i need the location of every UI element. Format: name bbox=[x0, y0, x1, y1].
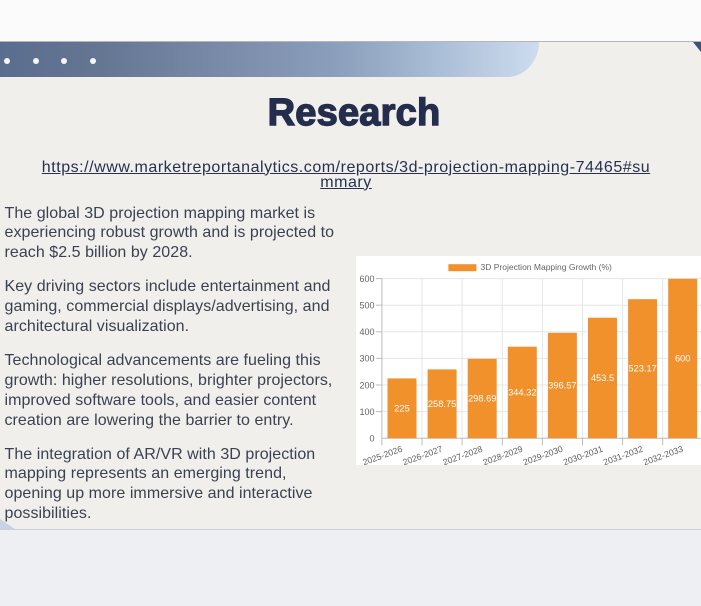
svg-text:2025-2026: 2025-2026 bbox=[361, 443, 404, 465]
svg-text:200: 200 bbox=[359, 380, 374, 390]
svg-text:300: 300 bbox=[359, 353, 374, 363]
svg-text:3D Projection Mapping Growth (: 3D Projection Mapping Growth (%) bbox=[480, 262, 612, 272]
svg-text:2028-2029: 2028-2029 bbox=[481, 443, 524, 465]
svg-text:0: 0 bbox=[369, 433, 374, 443]
svg-text:500: 500 bbox=[359, 300, 374, 310]
svg-text:2031-2032: 2031-2032 bbox=[601, 443, 644, 465]
svg-text:396.57: 396.57 bbox=[548, 380, 576, 390]
svg-text:100: 100 bbox=[359, 407, 374, 417]
svg-text:2027-2028: 2027-2028 bbox=[441, 443, 484, 465]
svg-text:2032-2033: 2032-2033 bbox=[642, 443, 685, 465]
svg-text:600: 600 bbox=[359, 274, 374, 284]
svg-text:600: 600 bbox=[675, 353, 691, 363]
svg-text:298.69: 298.69 bbox=[468, 393, 496, 403]
svg-text:453.5: 453.5 bbox=[590, 373, 613, 383]
svg-text:225: 225 bbox=[394, 403, 410, 413]
svg-text:400: 400 bbox=[359, 327, 374, 337]
svg-text:2026-2027: 2026-2027 bbox=[401, 443, 444, 465]
svg-text:258.75: 258.75 bbox=[427, 399, 455, 409]
svg-text:2029-2030: 2029-2030 bbox=[521, 443, 564, 465]
svg-text:344.32: 344.32 bbox=[508, 387, 536, 397]
svg-text:523.17: 523.17 bbox=[628, 363, 656, 373]
svg-text:2030-2031: 2030-2031 bbox=[561, 443, 604, 465]
